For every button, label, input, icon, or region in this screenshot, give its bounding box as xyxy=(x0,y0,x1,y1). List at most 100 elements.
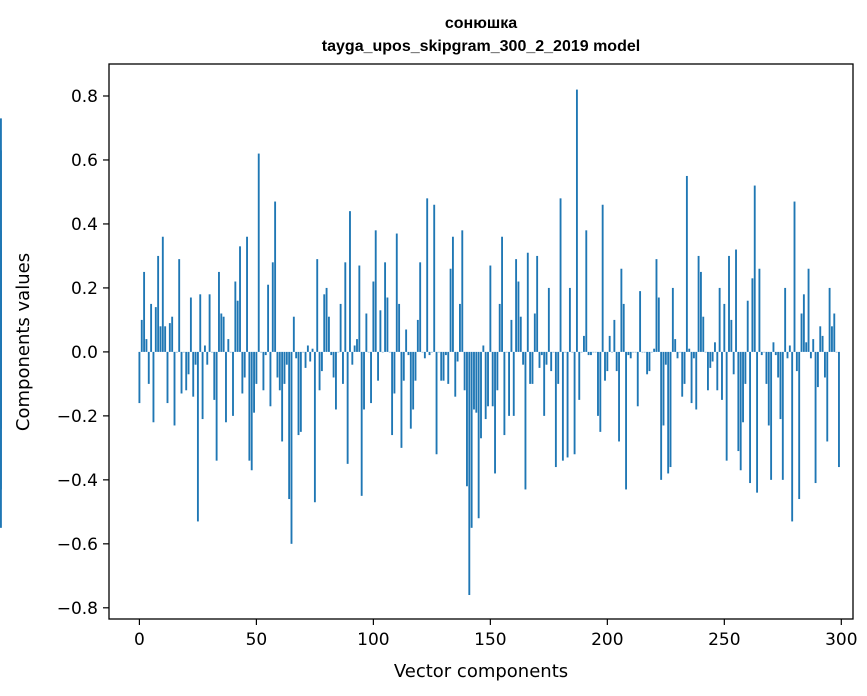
bar xyxy=(447,351,450,384)
bar xyxy=(346,351,349,464)
bar xyxy=(143,271,146,352)
bar xyxy=(409,351,412,429)
bar xyxy=(540,351,543,356)
bar xyxy=(697,255,700,352)
bar xyxy=(585,230,588,352)
bar xyxy=(732,351,735,375)
bar xyxy=(714,342,716,352)
bar xyxy=(311,348,314,352)
x-tick-label: 0 xyxy=(134,630,145,650)
bar xyxy=(784,287,787,352)
bar xyxy=(295,351,298,359)
bar xyxy=(407,351,410,356)
bar xyxy=(386,297,389,352)
bar xyxy=(709,351,712,368)
bar xyxy=(145,339,148,352)
bar xyxy=(819,326,822,352)
bar xyxy=(358,265,361,352)
bar xyxy=(489,265,492,352)
bar xyxy=(583,335,585,352)
bar xyxy=(788,345,791,352)
bar xyxy=(372,281,375,352)
bar xyxy=(168,323,171,352)
bar xyxy=(222,316,225,352)
bar xyxy=(297,351,300,436)
bar xyxy=(681,351,684,397)
bar xyxy=(154,307,157,352)
bar xyxy=(150,303,153,352)
bar xyxy=(608,335,611,352)
bar xyxy=(320,351,323,372)
bar xyxy=(573,351,576,455)
bar xyxy=(730,319,733,352)
bar xyxy=(590,351,592,356)
bar xyxy=(147,351,150,384)
bar xyxy=(767,351,770,426)
bar xyxy=(770,351,773,480)
bar xyxy=(517,281,520,352)
bar xyxy=(215,351,218,461)
bar xyxy=(746,300,749,352)
bar xyxy=(391,351,394,436)
bar xyxy=(620,268,623,352)
bar xyxy=(791,351,794,522)
bar xyxy=(323,294,326,352)
bar xyxy=(606,351,609,372)
bar xyxy=(667,351,670,474)
bar xyxy=(180,351,183,394)
y-tick-label: −0.6 xyxy=(57,535,98,555)
bars-group xyxy=(0,89,840,596)
bar xyxy=(786,351,789,359)
bar xyxy=(440,351,443,381)
bar xyxy=(657,297,660,352)
bar xyxy=(269,351,272,407)
bar xyxy=(206,351,209,365)
x-tick-label: 50 xyxy=(246,630,268,650)
bar xyxy=(615,351,618,372)
bar xyxy=(568,287,571,352)
bar xyxy=(547,287,550,352)
bar xyxy=(627,351,630,356)
bar xyxy=(246,236,248,352)
bar xyxy=(831,326,833,352)
bar xyxy=(454,351,457,397)
bar xyxy=(671,287,674,352)
bar xyxy=(416,319,419,352)
bar xyxy=(751,278,754,352)
bar xyxy=(777,351,780,378)
bar xyxy=(601,204,604,352)
bar xyxy=(327,316,330,352)
bar xyxy=(545,351,548,365)
bar xyxy=(159,326,162,352)
bar xyxy=(575,89,578,352)
bar xyxy=(625,351,627,490)
bar xyxy=(241,351,244,394)
bar xyxy=(426,198,429,352)
bar xyxy=(461,230,464,352)
bar xyxy=(363,351,365,410)
bar xyxy=(685,175,688,352)
bar xyxy=(508,351,511,416)
bar xyxy=(491,351,494,407)
bar xyxy=(805,342,808,352)
bar xyxy=(699,271,702,352)
bar xyxy=(344,262,347,352)
bar xyxy=(398,303,401,352)
bar xyxy=(402,351,405,381)
bar xyxy=(814,351,817,484)
y-axis-label: Components values xyxy=(13,253,34,431)
bar xyxy=(536,255,539,352)
bar xyxy=(807,268,810,352)
bar xyxy=(173,351,176,426)
bar xyxy=(723,303,726,352)
bar xyxy=(325,287,328,352)
bar xyxy=(189,297,192,352)
bar xyxy=(587,351,590,356)
bar xyxy=(459,303,461,352)
bar xyxy=(360,351,363,496)
bar xyxy=(473,351,475,410)
bar xyxy=(676,351,679,359)
bar xyxy=(737,351,740,452)
bar xyxy=(201,351,204,420)
bar xyxy=(718,287,721,352)
